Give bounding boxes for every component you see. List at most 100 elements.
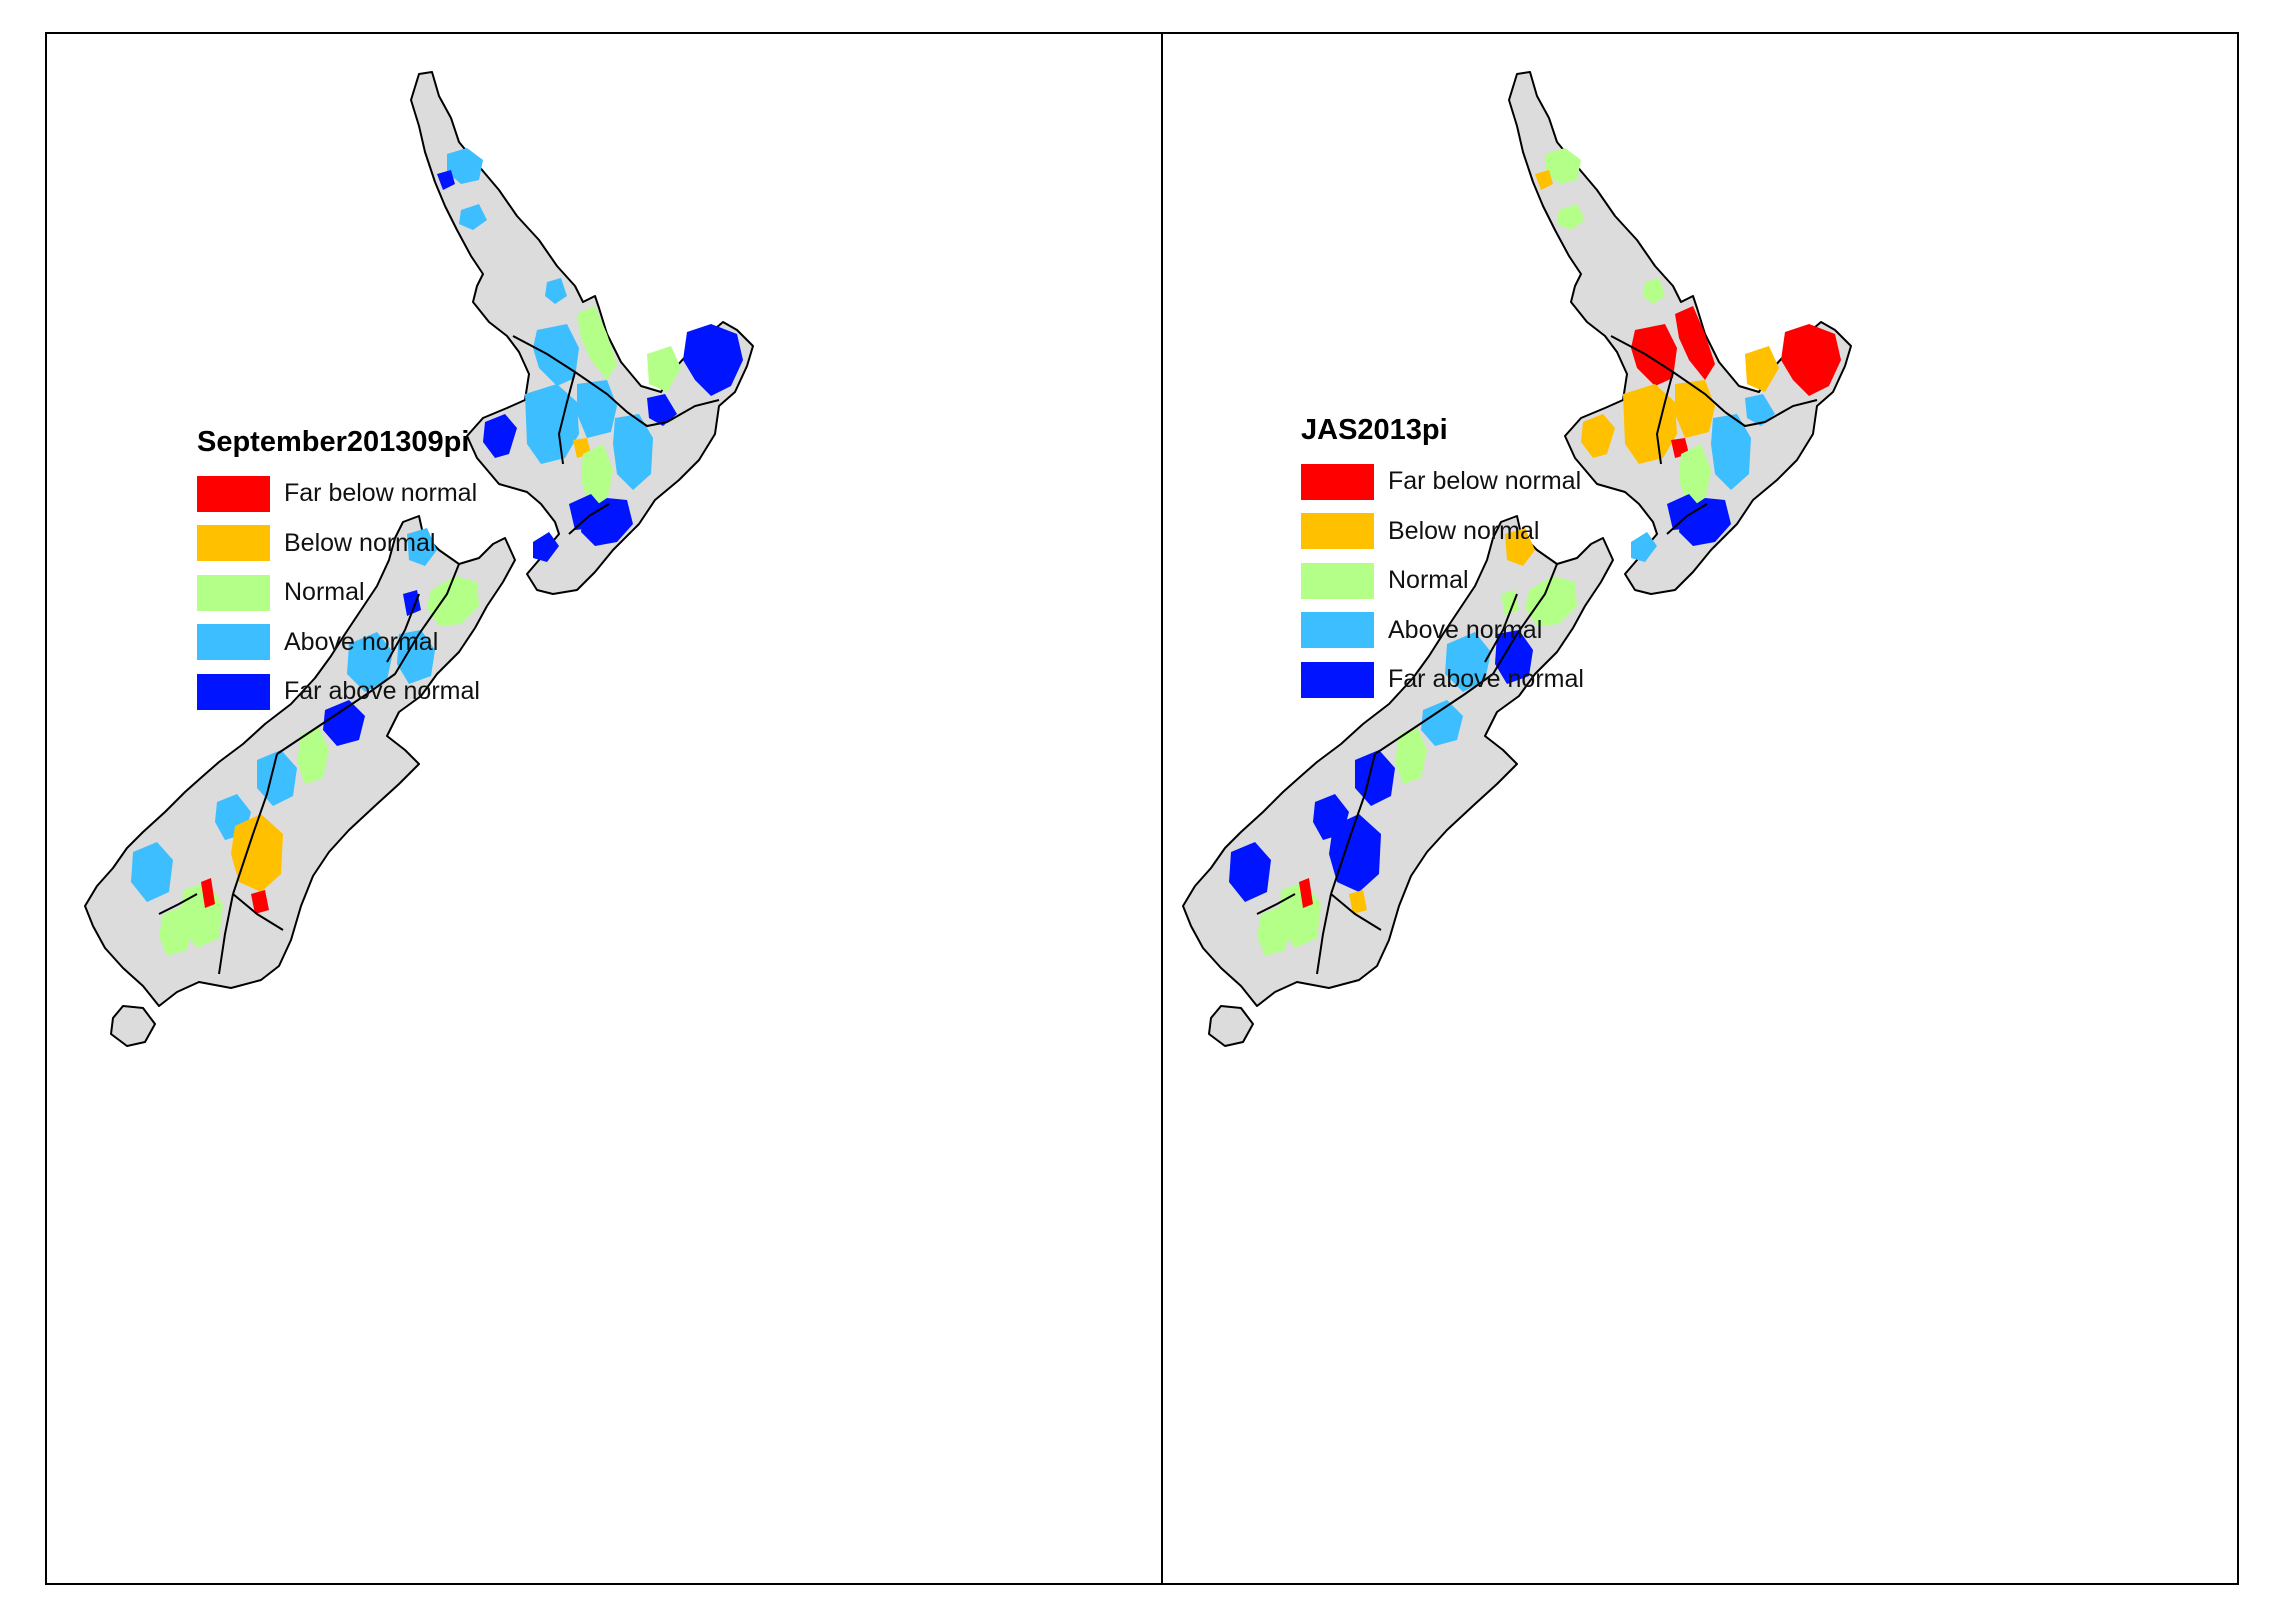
- legend-item-normal: Normal: [1301, 556, 1584, 606]
- legend-item-far-above: Far above normal: [1301, 655, 1584, 705]
- region-central-otago: [231, 814, 283, 892]
- legend-label: Above normal: [1388, 615, 1543, 644]
- legend-item-above: Above normal: [197, 618, 480, 668]
- legend-item-below: Below normal: [197, 519, 480, 569]
- region-otago-spot: [1299, 878, 1313, 908]
- region-buller: [1501, 590, 1519, 616]
- region-gisborne-coast: [1745, 394, 1775, 426]
- legend-item-above: Above normal: [1301, 606, 1584, 656]
- region-buller: [403, 590, 421, 616]
- catchment-boundary: [1330, 893, 1382, 931]
- catchment-boundary: [386, 593, 420, 663]
- region-wairarapa: [569, 494, 603, 530]
- legend-label: Far below normal: [1388, 467, 1582, 496]
- region-east-cape: [1781, 324, 1841, 396]
- catchment-boundary: [1316, 893, 1332, 975]
- region-marlborough: [1525, 576, 1577, 626]
- region-taranaki: [1581, 414, 1615, 458]
- legend-swatch: [1301, 661, 1374, 698]
- panel-divider: [1161, 32, 1163, 1585]
- region-otago-south: [1349, 890, 1367, 914]
- region-wairarapa: [1667, 494, 1701, 530]
- catchment-boundary: [1655, 371, 1674, 465]
- catchment-boundary: [557, 371, 576, 465]
- legend-label: Below normal: [284, 528, 436, 557]
- region-arthurs-pass: [1421, 700, 1463, 746]
- region-canterbury-plains: [297, 728, 329, 784]
- legend-label: Normal: [284, 578, 365, 607]
- legend-swatch: [1301, 612, 1374, 649]
- legend-items: Far below normal Below normal Normal Above …: [197, 469, 480, 717]
- catchment-boundary: [1374, 563, 1558, 755]
- legend-title: JAS2013pi: [1301, 414, 1448, 446]
- region-kapiti: [533, 532, 559, 562]
- region-otago-spot: [201, 878, 215, 908]
- stewart-island: [1208, 1005, 1254, 1047]
- region-northland-west: [1545, 148, 1585, 230]
- legend-item-normal: Normal: [197, 568, 480, 618]
- catchment-boundary: [1724, 399, 1818, 428]
- legend-label: Above normal: [284, 627, 439, 656]
- region-central-otago: [1329, 814, 1381, 892]
- legend-swatch: [1301, 513, 1374, 550]
- region-southland: [159, 906, 193, 956]
- region-northland-west: [447, 148, 487, 230]
- region-waikato-north: [533, 324, 579, 386]
- region-east-cape: [683, 324, 743, 396]
- region-northland-east: [1535, 170, 1553, 190]
- legend-label: Far above normal: [1388, 665, 1584, 694]
- legend-title: September201309pi: [197, 426, 470, 458]
- region-waikato-north: [1631, 324, 1677, 386]
- region-auckland: [545, 278, 567, 304]
- region-auckland: [1643, 278, 1665, 304]
- region-hawkes-bay: [613, 414, 653, 490]
- catchment-boundary: [626, 399, 720, 428]
- catchment-boundary: [232, 753, 278, 895]
- map-group: [84, 71, 754, 1047]
- legend-swatch: [197, 525, 270, 562]
- legend-label: Normal: [1388, 566, 1469, 595]
- region-north-canterbury: [1495, 630, 1533, 684]
- region-southland: [1257, 906, 1291, 956]
- map-frame: [45, 32, 2239, 1585]
- legend-swatch: [197, 574, 270, 611]
- nz-map-left: [84, 71, 754, 1047]
- region-hauraki: [577, 306, 617, 380]
- region-taranaki: [483, 414, 517, 458]
- legend-swatch: [197, 624, 270, 661]
- legend-swatch: [197, 475, 270, 512]
- catchment-boundary: [1330, 753, 1376, 895]
- region-bay-of-plenty: [647, 346, 681, 392]
- map-group: [1182, 71, 1852, 1047]
- region-nelson: [1505, 528, 1535, 566]
- region-gisborne-coast: [647, 394, 677, 426]
- region-marlborough: [427, 576, 479, 626]
- stewart-island: [110, 1005, 156, 1047]
- catchment-boundary: [232, 893, 284, 931]
- legend-item-far-below: Far below normal: [197, 469, 480, 519]
- legend-swatch: [197, 673, 270, 710]
- legend-label: Far below normal: [284, 479, 478, 508]
- legend-right: JAS2013pi Far below normal Below normal No…: [1301, 414, 1584, 705]
- nz-map-right: [1182, 71, 1852, 1047]
- region-westland-north: [1445, 632, 1491, 692]
- region-fiordland: [1229, 842, 1271, 902]
- catchment-boundary: [1256, 893, 1296, 915]
- legend-items: Far below normal Below normal Normal Above …: [1301, 457, 1584, 705]
- catchment-boundary: [1666, 503, 1708, 535]
- region-ruapehu: [1679, 444, 1711, 504]
- legend-label: Far above normal: [284, 677, 480, 706]
- region-otago-south: [251, 890, 269, 914]
- legend-swatch: [1301, 463, 1374, 500]
- catchment-boundary: [276, 563, 460, 755]
- legend-label: Below normal: [1388, 516, 1540, 545]
- legend-item-below: Below normal: [1301, 507, 1584, 557]
- catchment-boundary: [1484, 593, 1518, 663]
- catchment-boundary: [568, 503, 610, 535]
- region-ruapehu: [581, 444, 613, 504]
- region-arthurs-pass: [323, 700, 365, 746]
- legend-swatch: [1301, 562, 1374, 599]
- region-bay-of-plenty: [1745, 346, 1779, 392]
- region-hauraki: [1675, 306, 1715, 380]
- region-canterbury-plains: [1395, 728, 1427, 784]
